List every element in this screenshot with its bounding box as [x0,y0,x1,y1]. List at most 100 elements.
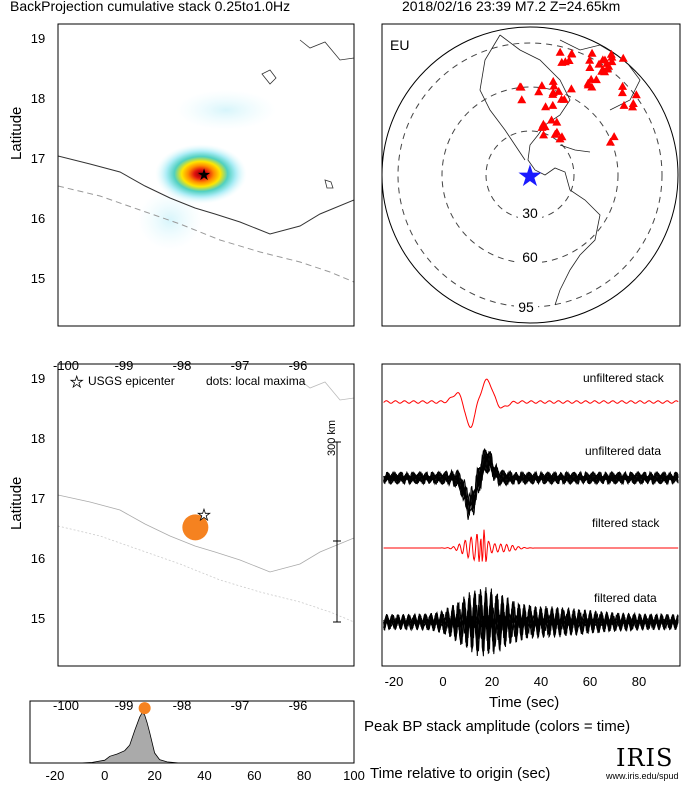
legend-star-icon: ★ [70,374,83,391]
bp-halo-north [176,90,276,130]
filtered-stack-trace [383,529,679,562]
globe-panel: EU 30 60 95 ★ [381,23,681,327]
traces-frame [381,363,681,667]
station-marker [605,137,615,146]
trace-x-tick-label: 60 [583,674,597,689]
ring-label: 95 [518,299,534,315]
trace-x-tick-label: 80 [632,674,646,689]
station-marker [537,122,547,131]
station-marker [598,55,608,64]
y-axis-label-bottom: Latitude [8,476,25,530]
station-marker [564,55,574,64]
station-marker [602,64,612,73]
histogram-x-tick-label: 80 [297,768,311,783]
iris-logo: IRIS [616,744,674,772]
station-marker [554,86,564,95]
unfiltered-stack-trace [383,378,679,429]
station-marker [549,81,559,90]
station-marker [552,117,562,126]
station-marker [618,53,628,62]
y-tick-label: 19 [31,31,45,46]
station-marker [541,102,551,111]
local-maximum-dot [182,514,209,541]
station-marker [602,58,612,67]
globe-region-label: EU [390,37,409,53]
bp-map-frame [57,23,355,327]
station-marker [537,81,547,90]
unfiltered-data-trace [383,456,679,516]
maxima-map-frame [57,363,355,667]
station-marker [547,115,557,124]
station-marker [594,59,604,68]
station-marker [628,102,638,111]
coastline-north [299,39,354,61]
station-marker [628,98,638,107]
continent-outline-west [479,34,526,161]
y-tick-label: 18 [31,91,45,106]
peak-amplitude-panel: -20 0 20 40 60 80 100 [29,700,365,783]
coastline [58,494,354,573]
stack-title: BackProjection cumulative stack 0.25to1.… [10,0,291,14]
y-tick-label: 15 [31,611,45,626]
histogram-x-axis-label: Time relative to origin (sec) [370,765,551,782]
x-tick-label: -99 [115,358,134,373]
epicenter-star-icon: ★ [197,507,210,524]
station-marker [631,90,641,99]
station-marker [555,47,565,56]
station-markers [515,47,641,146]
y-tick-label: 17 [31,491,45,506]
station-marker [539,130,549,139]
station-marker [548,100,558,109]
x-tick-label: -96 [289,698,308,713]
legend-epicenter-label: USGS epicenter [88,374,175,388]
x-tick-label: -97 [231,358,250,373]
trace-x-tick-label: 40 [534,674,548,689]
histogram-x-tick-label: -20 [46,768,65,783]
scale-bar-label: 300 km [326,419,338,456]
trace-label-filtered-stack: filtered stack [592,516,660,530]
y-tick-label: 16 [31,211,45,226]
legend-maxima-label: dots: local maxima [206,374,306,388]
station-marker [517,95,527,104]
station-marker [583,80,593,89]
station-marker [618,81,628,90]
y-tick-label: 19 [31,371,45,386]
station-marker [548,76,558,85]
ring-label: 30 [522,205,538,221]
station-marker [534,87,544,96]
traces-panel: -20 0 20 40 60 80 [381,363,681,689]
y-tick-label: 18 [31,431,45,446]
x-tick-label: -99 [115,698,134,713]
ring-label-bg [518,249,542,265]
station-marker [550,129,560,138]
distance-ring-60 [441,86,619,264]
station-marker [557,57,567,66]
station-marker [557,132,567,141]
y-axis-label-top: Latitude [8,106,25,160]
island-outline [324,179,334,189]
trace-label-filtered-data: filtered data [594,591,657,605]
x-tick-label: -98 [173,698,192,713]
station-marker [585,62,595,71]
y-tick-label: 16 [31,551,45,566]
trace-label-unfiltered-stack: unfiltered stack [583,371,664,385]
star-icon: ★ [197,167,211,184]
ring-label-bg [518,205,542,221]
trace-x-tick-label: 20 [485,674,499,689]
station-marker [607,57,617,66]
trace-x-tick-label: 0 [439,674,446,689]
peak-marker-dot [138,702,151,715]
x-tick-label: -97 [231,698,250,713]
unfiltered-data-trace [383,449,679,520]
station-marker [607,52,617,61]
station-marker [587,82,597,91]
traces-x-axis-label: Time (sec) [489,694,560,711]
distance-ring-95 [397,42,663,308]
y-tick-label: 15 [31,271,45,286]
ring-label: 60 [522,249,538,265]
station-marker [567,49,577,58]
station-marker [586,74,596,83]
histogram-x-tick-label: 20 [147,768,161,783]
island-outline [261,69,277,85]
